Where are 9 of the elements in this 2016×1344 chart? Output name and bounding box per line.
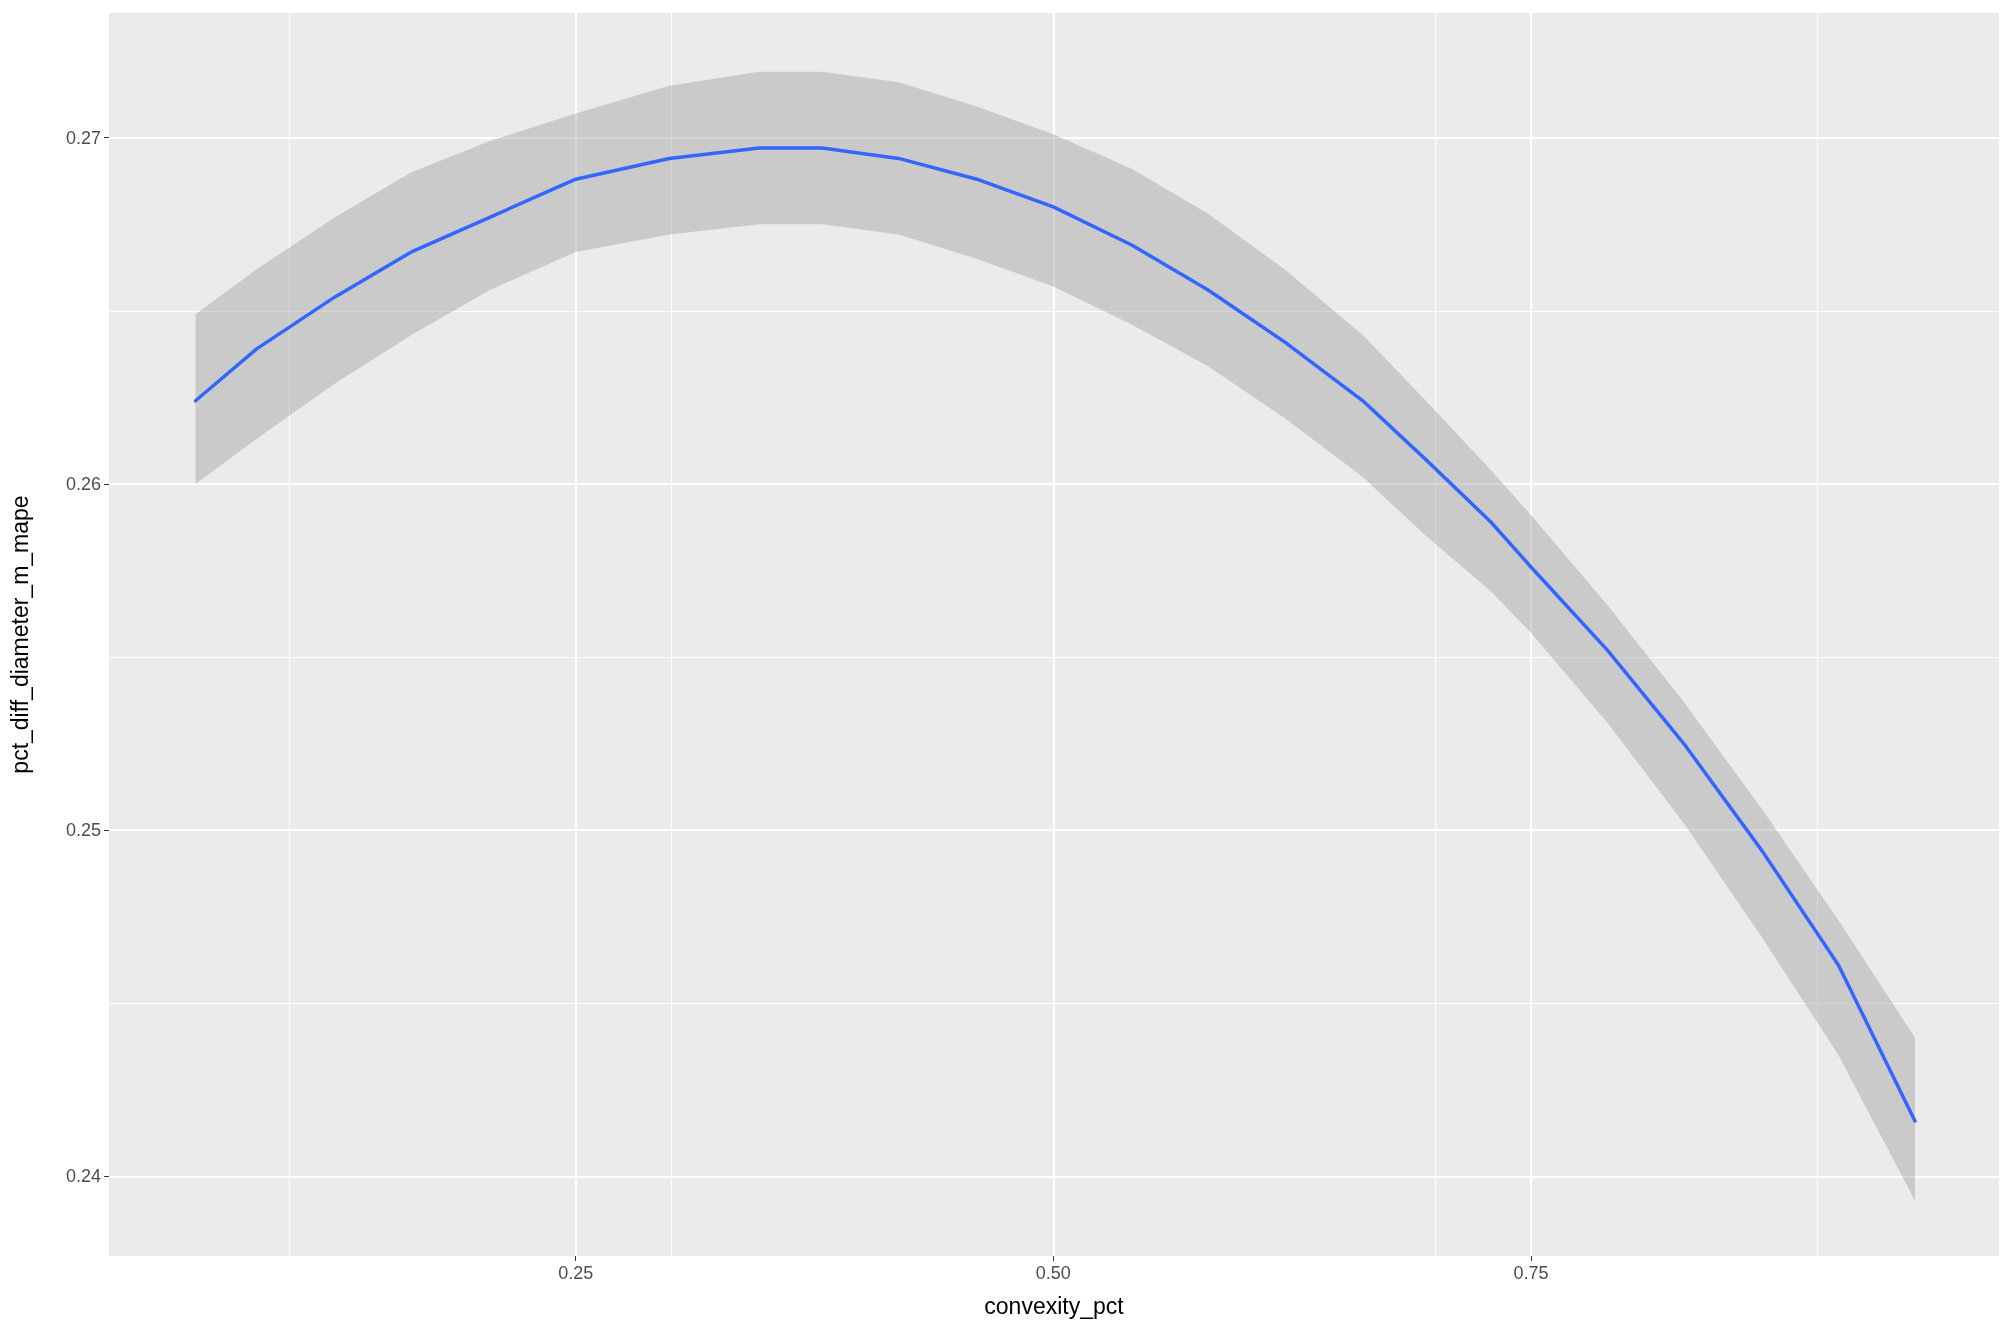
y-tick-label: 0.27 [65,127,101,148]
y-tick-label: 0.24 [65,1166,101,1187]
x-tick-label: 0.25 [558,1263,594,1283]
x-axis-title: convexity_pct [984,1292,1125,1319]
y-axis-title: pct_diff_diameter_m_mape [6,495,33,774]
y-tick-label: 0.25 [65,820,101,841]
x-tick-label: 0.75 [1513,1263,1549,1283]
x-tick-label: 0.50 [1035,1263,1071,1283]
y-tick-label: 0.26 [65,473,101,494]
